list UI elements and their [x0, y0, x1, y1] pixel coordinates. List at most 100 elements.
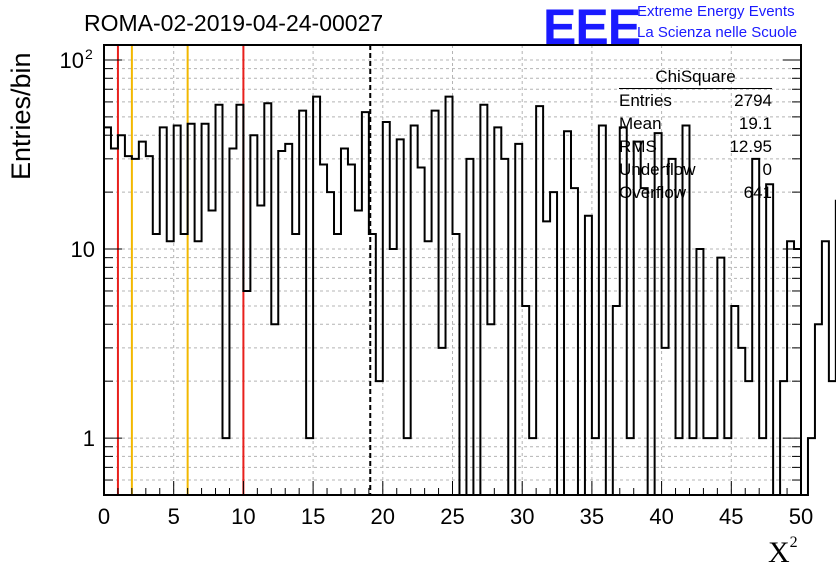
- histogram-bin: [480, 105, 487, 495]
- histogram-bin: [264, 103, 271, 495]
- histogram-bin: [599, 126, 606, 495]
- stats-title: ChiSquare: [619, 66, 772, 89]
- y-tick-label-exponent: 2: [85, 46, 93, 62]
- histogram-bin: [703, 438, 710, 495]
- histogram-bin: [167, 241, 174, 495]
- histogram-bin: [689, 438, 696, 495]
- logo-tagline-1: Extreme Energy Events: [637, 3, 795, 20]
- y-tick-label: 10: [60, 48, 84, 73]
- histogram-bin: [397, 139, 404, 495]
- histogram-bin: [439, 348, 446, 495]
- stats-value: 19.1: [738, 114, 772, 133]
- x-axis-label: X2: [768, 534, 798, 570]
- x-tick-label: 20: [371, 504, 395, 529]
- x-axis-label-superscript: 2: [789, 534, 798, 551]
- histogram-bin: [139, 142, 146, 495]
- stats-label: Mean: [619, 114, 662, 133]
- histogram-bin: [195, 241, 202, 495]
- histogram-bin: [369, 234, 376, 495]
- x-tick-label: 0: [98, 504, 110, 529]
- histogram-bin: [676, 438, 683, 495]
- stats-row-underflow: Underflow 0: [609, 158, 772, 181]
- histogram-bin: [250, 135, 257, 495]
- histogram-bin: [132, 159, 139, 495]
- histogram-bin: [390, 249, 397, 495]
- stats-value: 0: [762, 160, 772, 179]
- histogram-bin: [111, 149, 118, 495]
- stats-box: ChiSquare Entries 2794 Mean 19.1 RMS 12.95 …: [609, 66, 772, 204]
- x-tick-label: 30: [510, 504, 534, 529]
- histogram-bin: [285, 144, 292, 495]
- histogram-bin: [766, 184, 773, 495]
- x-tick-label: 5: [168, 504, 180, 529]
- histogram-bin: [292, 234, 299, 495]
- histogram-bin: [745, 381, 752, 495]
- x-tick-label: 25: [440, 504, 464, 529]
- histogram-bin: [313, 97, 320, 495]
- run-title: ROMA-02-2019-04-24-00027: [84, 10, 384, 36]
- histogram-bin: [515, 144, 522, 495]
- histogram-bin: [759, 438, 766, 495]
- histogram-bin: [202, 124, 209, 495]
- histogram-bin: [104, 127, 111, 495]
- histogram-bin: [153, 234, 160, 495]
- histogram-bin: [188, 124, 195, 495]
- histogram-bin: [174, 126, 181, 495]
- histogram-bin: [585, 216, 592, 495]
- histogram-bin: [717, 258, 724, 495]
- x-tick-label: 45: [719, 504, 743, 529]
- stats-row-rms: RMS 12.95: [609, 135, 772, 158]
- histogram-bin: [209, 210, 216, 495]
- histogram-bin: [306, 438, 313, 495]
- histogram-bin: [522, 306, 529, 495]
- histogram-bin: [341, 149, 348, 495]
- x-axis-label-base: X: [768, 536, 790, 569]
- x-tick-label: 35: [580, 504, 604, 529]
- histogram-bin: [118, 135, 125, 495]
- histogram-bin: [738, 348, 745, 495]
- histogram-bin: [808, 438, 815, 495]
- histogram-bin: [752, 159, 759, 495]
- histogram-bin: [466, 159, 473, 495]
- x-tick-label: 10: [231, 504, 255, 529]
- x-tick-label: 40: [649, 504, 673, 529]
- histogram-bin: [487, 324, 494, 495]
- stats-row-overflow: Overflow 641: [609, 181, 772, 204]
- histogram-bin: [724, 438, 731, 495]
- histogram-bin: [334, 234, 341, 495]
- histogram-bin: [181, 234, 188, 495]
- histogram-bin: [257, 205, 264, 495]
- histogram-bin: [411, 126, 418, 495]
- histogram-bin: [613, 306, 620, 495]
- stats-label: Entries: [619, 91, 672, 110]
- histogram-bin: [362, 112, 369, 495]
- histogram-bin: [236, 105, 243, 495]
- logo-tagline-2: La Scienza nelle Scuole: [637, 24, 798, 41]
- histogram-bin: [404, 438, 411, 495]
- stats-value: 2794: [734, 91, 772, 110]
- histogram-bin: [501, 159, 508, 495]
- histogram-bin: [355, 210, 362, 495]
- stats-value: 641: [743, 183, 772, 202]
- histogram-bin: [418, 167, 425, 495]
- histogram-outline: [103, 95, 836, 496]
- histogram-bin: [564, 131, 571, 495]
- histogram-bin: [710, 438, 717, 495]
- stats-row-entries: Entries 2794: [609, 89, 772, 112]
- histogram-bin: [125, 156, 132, 495]
- histogram-bin: [216, 105, 223, 495]
- stats-label: Overflow: [619, 183, 687, 202]
- x-tick-label: 15: [301, 504, 325, 529]
- histogram-bin: [243, 291, 250, 495]
- histogram-bin: [160, 127, 167, 495]
- histogram-bin: [146, 156, 153, 495]
- histogram-bin: [627, 438, 634, 495]
- histogram-bin: [529, 438, 536, 495]
- histogram-bin: [383, 122, 390, 495]
- stats-row-mean: Mean 19.1: [609, 112, 772, 135]
- histogram-bin: [787, 241, 794, 495]
- histogram-bin: [822, 241, 829, 495]
- stats-value: 12.95: [729, 137, 772, 156]
- histogram-bin: [299, 111, 306, 495]
